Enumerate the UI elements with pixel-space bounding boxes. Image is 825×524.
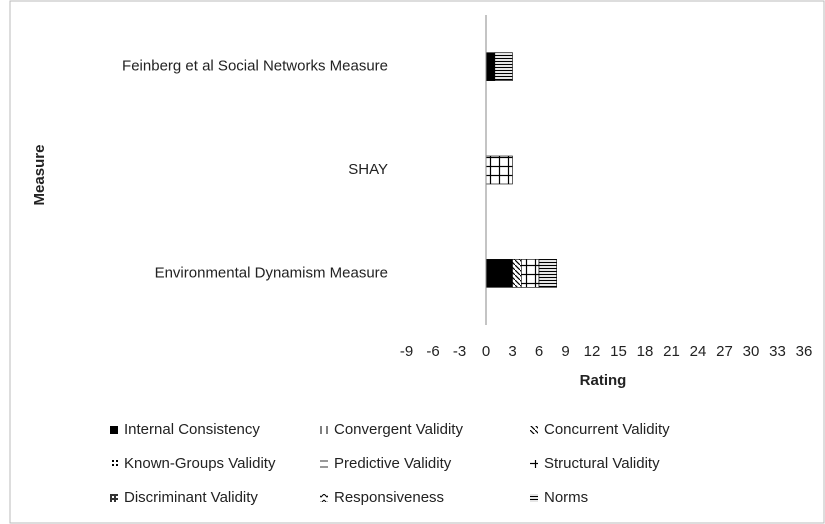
x-tick-label: 24 [690, 343, 707, 360]
legend-label: Norms [544, 489, 588, 506]
bar-segment [485, 52, 496, 81]
legend-swatch [530, 494, 538, 502]
legend-label: Internal Consistency [124, 421, 260, 438]
y-tick-label: Environmental Dynamism Measure [155, 264, 388, 281]
x-tick-label: 0 [482, 343, 490, 360]
x-tick-label: 33 [769, 343, 786, 360]
legend-swatch [320, 494, 328, 502]
x-tick-label: -6 [426, 343, 439, 360]
x-tick-label: -9 [400, 343, 413, 360]
x-tick-label: 3 [508, 343, 516, 360]
legend-swatch [530, 460, 538, 468]
bar-segment [538, 259, 557, 288]
legend-label: Structural Validity [544, 455, 660, 472]
legend-label: Responsiveness [334, 489, 444, 506]
legend-swatch [320, 426, 328, 434]
frame [9, 0, 825, 524]
x-tick-label: 9 [561, 343, 569, 360]
y-tick-label: SHAY [348, 161, 388, 178]
legend-label: Convergent Validity [334, 421, 463, 438]
legend-swatch [110, 494, 118, 502]
bar-segment [485, 155, 513, 185]
legend-swatch [110, 426, 118, 434]
bar-segment [494, 52, 513, 81]
x-tick-label: 18 [637, 343, 654, 360]
bar-segment [512, 259, 522, 288]
x-axis-label: Rating [580, 372, 627, 389]
x-tick-label: -3 [453, 343, 466, 360]
x-tick-label: 12 [584, 343, 601, 360]
x-tick-label: 15 [610, 343, 627, 360]
x-tick-label: 27 [716, 343, 733, 360]
legend-swatch [530, 426, 538, 434]
y-axis-label: Measure [31, 145, 48, 206]
legend-swatch [110, 460, 118, 468]
x-tick-label: 30 [743, 343, 760, 360]
legend-label: Known-Groups Validity [124, 455, 276, 472]
legend-label: Concurrent Validity [544, 421, 670, 438]
x-tick-label: 36 [796, 343, 813, 360]
x-tick-label: 21 [663, 343, 680, 360]
legend-label: Predictive Validity [334, 455, 452, 472]
y-tick-label: Feinberg et al Social Networks Measure [122, 58, 388, 75]
bar-segment [521, 259, 540, 288]
legend-swatch [320, 460, 328, 468]
x-tick-label: 6 [535, 343, 543, 360]
legend-label: Discriminant Validity [124, 489, 258, 506]
bar-segment [485, 259, 513, 288]
